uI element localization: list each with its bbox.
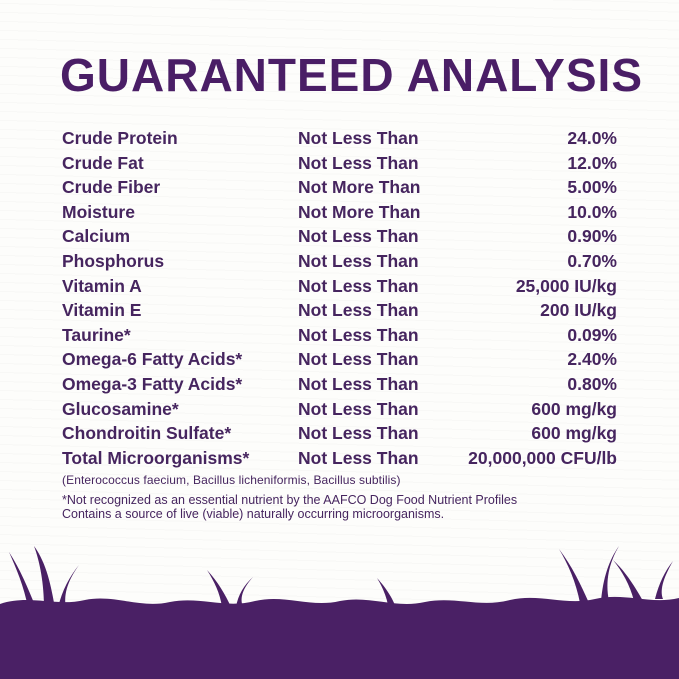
nutrient-condition: Not Less Than [298,324,419,345]
nutrient-condition: Not Less Than [298,300,419,321]
nutrient-name: Phosphorus [62,250,165,271]
nutrient-value: 0.90% [567,226,617,247]
page-title: GUARANTEED ANALYSIS [60,49,643,101]
footnote-line-1: *Not recognized as an essential nutrient… [62,493,518,507]
nutrient-condition: Not More Than [298,177,421,198]
microorganisms-note: (Enterococcus faecium, Bacillus lichenif… [62,473,401,487]
nutrient-value: 20,000,000 CFU/lb [468,447,617,468]
nutrient-value: 200 IU/kg [540,300,617,321]
nutrient-value: 600 mg/kg [531,398,617,419]
nutrient-name: Moisture [62,201,135,222]
table-row: Phosphorus Not Less Than 0.70% [62,249,617,274]
nutrient-condition: Not Less Than [298,349,419,370]
table-row: Taurine* Not Less Than 0.09% [62,323,617,348]
nutrient-name: Glucosamine* [62,398,179,419]
nutrient-value: 0.70% [567,250,617,271]
nutrient-value: 25,000 IU/kg [515,275,617,296]
nutrient-value: 0.09% [567,324,617,345]
nutrient-value: 24.0% [567,128,617,148]
table-row: Vitamin E Not Less Than 200 IU/kg [62,298,617,323]
nutrient-condition: Not Less Than [298,423,419,444]
table-row: Glucosamine* Not Less Than 600 mg/kg [62,397,617,422]
analysis-table: Crude Protein Not Less Than 24.0% Crude … [62,126,617,470]
nutrient-name: Vitamin A [62,275,142,296]
nutrient-name: Omega-6 Fatty Acids* [62,349,243,370]
table-row: Chondroitin Sulfate* Not Less Than 600 m… [62,421,617,446]
nutrient-value: 0.80% [567,373,617,394]
table-row: Moisture Not More Than 10.0% [62,200,617,225]
table-row: Total Microorganisms* Not Less Than 20,0… [62,446,617,471]
nutrient-name: Crude Fiber [62,177,161,198]
nutrient-name: Total Microorganisms* [62,447,250,468]
nutrient-name: Omega-3 Fatty Acids* [62,373,243,394]
nutrient-value: 2.40% [567,349,617,370]
nutrient-name: Calcium [62,226,131,247]
table-row: Crude Protein Not Less Than 24.0% [62,126,617,151]
table-row: Omega-6 Fatty Acids* Not Less Than 2.40% [62,347,617,372]
nutrient-name: Vitamin E [62,300,142,321]
table-row: Calcium Not Less Than 0.90% [62,224,617,249]
nutrient-value: 10.0% [567,201,617,222]
nutrient-condition: Not Less Than [298,373,419,394]
nutrient-condition: Not Less Than [298,275,419,296]
nutrient-condition: Not Less Than [298,398,419,419]
nutrient-value: 12.0% [567,152,617,173]
nutrient-condition: Not Less Than [298,447,419,468]
nutrient-value: 600 mg/kg [531,423,617,444]
nutrient-name: Crude Protein [62,128,178,148]
table-row: Omega-3 Fatty Acids* Not Less Than 0.80% [62,372,617,397]
table-row: Vitamin A Not Less Than 25,000 IU/kg [62,274,617,299]
nutrient-condition: Not Less Than [298,226,419,247]
footnote-line-2: Contains a source of live (viable) natur… [62,507,445,521]
table-row: Crude Fiber Not More Than 5.00% [62,175,617,200]
nutrient-name: Crude Fat [62,152,144,173]
nutrient-condition: Not Less Than [298,152,419,173]
table-row: Crude Fat Not Less Than 12.0% [62,151,617,176]
footnote: *Not recognized as an essential nutrient… [62,493,619,521]
nutrient-condition: Not Less Than [298,128,419,148]
nutrient-name: Taurine* [62,324,131,345]
nutrient-condition: Not Less Than [298,250,419,271]
nutrient-name: Chondroitin Sulfate* [62,423,232,444]
nutrient-value: 5.00% [567,177,617,198]
nutrient-condition: Not More Than [298,201,421,222]
grass-silhouette-graphic [0,546,679,679]
